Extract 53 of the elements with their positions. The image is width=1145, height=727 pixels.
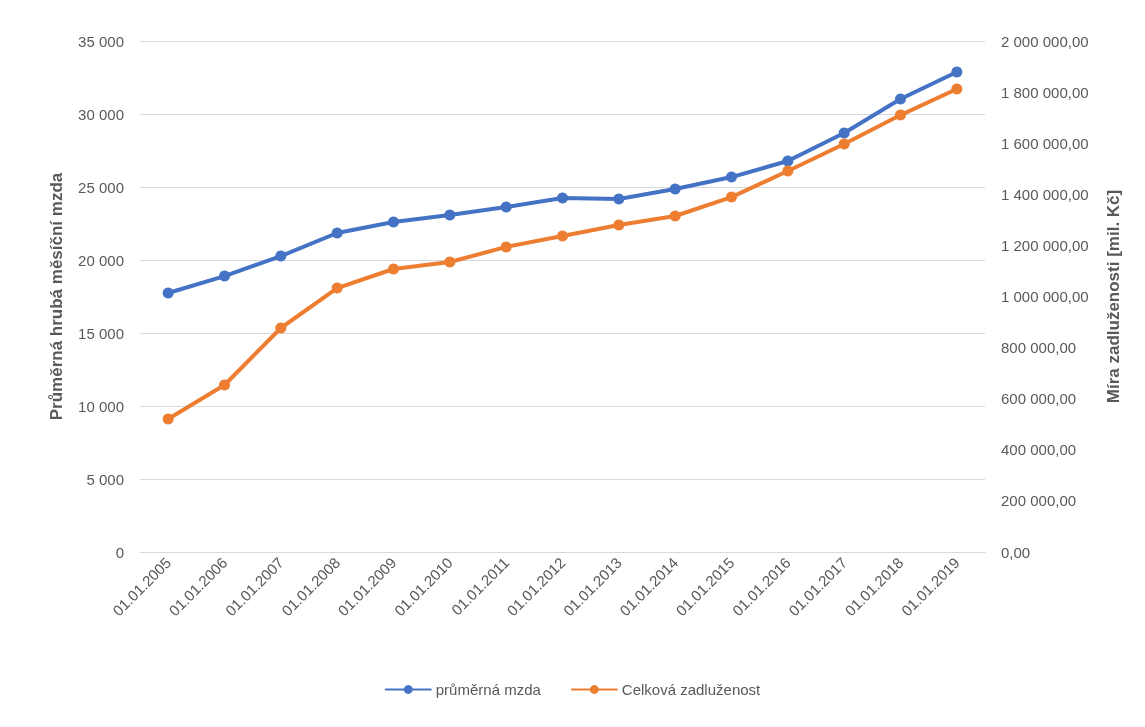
y2-tick-label: 800 000,00	[1001, 339, 1077, 357]
point	[895, 93, 906, 105]
point	[951, 83, 963, 95]
y2-tick-label: 200 000,00	[1001, 492, 1077, 510]
y2-tick-label: 400 000,00	[1001, 441, 1077, 459]
y-tick-label: 0	[115, 543, 124, 561]
y2-tick-label: 1 000 000,00	[1001, 288, 1089, 305]
point	[162, 287, 174, 299]
point	[500, 201, 512, 213]
point	[557, 230, 568, 242]
point	[500, 241, 512, 253]
point	[219, 379, 230, 391]
point	[782, 155, 794, 167]
point	[726, 191, 737, 203]
point	[838, 127, 850, 139]
y2-tick-label: 1 600 000,00	[1001, 134, 1089, 152]
y-tick-label: 25 000	[78, 178, 124, 196]
y2-tick-label: 0,00	[1001, 543, 1031, 561]
y-tick-label: 20 000	[78, 251, 124, 269]
y2-tick-label: 1 200 000,00	[1001, 236, 1089, 254]
point	[782, 165, 794, 177]
point	[613, 193, 625, 205]
point	[669, 183, 681, 195]
point	[613, 219, 625, 231]
y-tick-label: 35 000	[78, 32, 124, 50]
y2-tick-label: 2 000 000,00	[1001, 32, 1089, 50]
y-axis-title: Průměrná hrubá měsíční mzda	[47, 172, 66, 421]
legend-label: průměrná mzda	[435, 681, 542, 698]
point	[275, 322, 287, 334]
y2-tick-label: 1 800 000,00	[1001, 83, 1089, 101]
point	[895, 109, 906, 121]
y-tick-label: 10 000	[78, 397, 124, 415]
point	[388, 263, 399, 275]
point	[669, 210, 681, 222]
y2-tick-label: 1 400 000,00	[1001, 185, 1089, 203]
y-tick-label: 15 000	[78, 324, 124, 342]
y2-tick-label: 600 000,00	[1001, 390, 1077, 408]
point	[388, 216, 399, 228]
point	[219, 270, 230, 282]
point	[444, 256, 456, 268]
point	[444, 209, 456, 221]
point	[331, 227, 343, 239]
point	[331, 282, 343, 294]
y2-axis-title: Míra zadluženosti [mil. Kč]	[1104, 189, 1123, 404]
point	[838, 138, 850, 150]
legend-label: Celková zadluženost	[621, 681, 762, 698]
point	[951, 66, 963, 78]
point	[275, 250, 287, 262]
y-tick-label: 30 000	[78, 105, 124, 123]
y-tick-label: 5 000	[86, 470, 124, 488]
point	[726, 171, 737, 183]
point	[557, 192, 568, 204]
point	[162, 413, 174, 425]
